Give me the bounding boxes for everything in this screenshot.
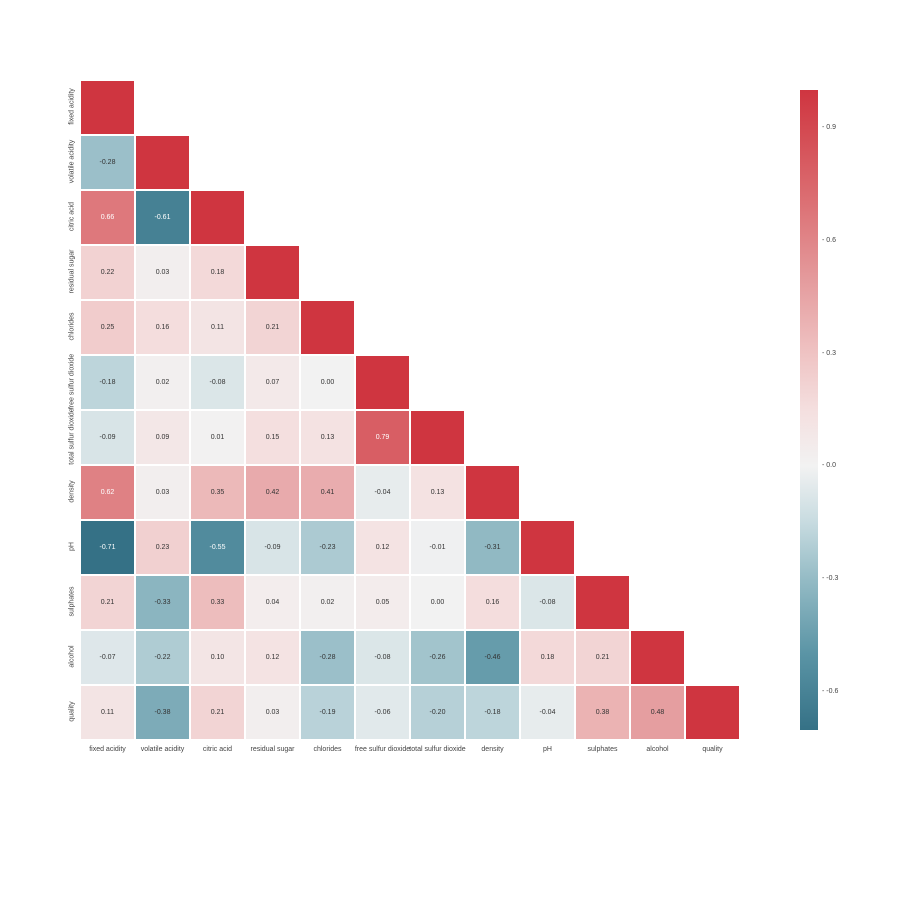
heatmap-cell: 0.11 [190,300,245,355]
heatmap-cell: -0.01 [410,520,465,575]
heatmap-cell [630,630,685,685]
heatmap-cell [575,575,630,630]
heatmap-cell: 0.35 [190,465,245,520]
heatmap-cell: 0.13 [300,410,355,465]
heatmap-cell: -0.26 [410,630,465,685]
heatmap-cell: -0.07 [80,630,135,685]
heatmap-cell: 0.01 [190,410,245,465]
heatmap-cell: -0.55 [190,520,245,575]
heatmap-cell [135,135,190,190]
heatmap-cell: -0.08 [355,630,410,685]
heatmap-cell: 0.66 [80,190,135,245]
heatmap-cell: 0.23 [135,520,190,575]
heatmap-cell [245,245,300,300]
heatmap-cell: -0.71 [80,520,135,575]
heatmap-cell: -0.38 [135,685,190,740]
heatmap-cell: 0.10 [190,630,245,685]
heatmap-cell: 0.38 [575,685,630,740]
heatmap-cell: -0.31 [465,520,520,575]
heatmap-cell: -0.08 [520,575,575,630]
heatmap-cell [465,465,520,520]
heatmap-cell: 0.62 [80,465,135,520]
correlation-heatmap: -0.280.66-0.610.220.030.180.250.160.110.… [80,80,740,740]
heatmap-cell [410,410,465,465]
heatmap-cell: -0.18 [465,685,520,740]
heatmap-cell: -0.28 [80,135,135,190]
colorbar: - -0.6- -0.3- 0.0- 0.3- 0.6- 0.9 [800,90,818,730]
heatmap-cell: -0.18 [80,355,135,410]
heatmap-cell: 0.02 [300,575,355,630]
heatmap-cell: 0.03 [135,465,190,520]
heatmap-cell: 0.00 [410,575,465,630]
heatmap-cell: 0.03 [135,245,190,300]
heatmap-cell: -0.09 [80,410,135,465]
heatmap-cell: -0.04 [520,685,575,740]
heatmap-cell: 0.05 [355,575,410,630]
heatmap-cell: 0.25 [80,300,135,355]
colorbar-tick: - -0.3 [822,575,838,582]
heatmap-cell [80,80,135,135]
heatmap-cell [685,685,740,740]
heatmap-cell: 0.21 [190,685,245,740]
heatmap-cell: 0.07 [245,355,300,410]
heatmap-cell: 0.04 [245,575,300,630]
heatmap-cell: -0.09 [245,520,300,575]
heatmap-cell: -0.04 [355,465,410,520]
heatmap-cell: 0.16 [135,300,190,355]
heatmap-cell: -0.61 [135,190,190,245]
heatmap-cell: 0.13 [410,465,465,520]
heatmap-cell: -0.28 [300,630,355,685]
heatmap-cell: 0.18 [520,630,575,685]
heatmap-cell: 0.21 [80,575,135,630]
heatmap-cell: 0.21 [245,300,300,355]
heatmap-cell: 0.18 [190,245,245,300]
heatmap-cell: 0.03 [245,685,300,740]
heatmap-cell: 0.42 [245,465,300,520]
heatmap-cell: 0.12 [245,630,300,685]
heatmap-cell: 0.33 [190,575,245,630]
heatmap-cell: -0.19 [300,685,355,740]
heatmap-cell: -0.06 [355,685,410,740]
heatmap-cell: -0.20 [410,685,465,740]
heatmap-cell: 0.15 [245,410,300,465]
x-axis-label: quality [673,746,753,753]
colorbar-tick: - 0.6 [822,237,836,244]
heatmap-cell: -0.23 [300,520,355,575]
heatmap-cell [355,355,410,410]
heatmap-cell [300,300,355,355]
heatmap-cell: 0.00 [300,355,355,410]
heatmap-cell: 0.02 [135,355,190,410]
heatmap-cell [190,190,245,245]
heatmap-cell: 0.21 [575,630,630,685]
heatmap-cell: 0.79 [355,410,410,465]
heatmap-cell: -0.08 [190,355,245,410]
heatmap-cell: 0.41 [300,465,355,520]
colorbar-tick: - 0.9 [822,124,836,131]
colorbar-tick: - -0.6 [822,688,838,695]
heatmap-cell [520,520,575,575]
heatmap-cell: 0.22 [80,245,135,300]
heatmap-cell: -0.22 [135,630,190,685]
heatmap-cell: -0.33 [135,575,190,630]
y-axis-label: quality [69,671,76,751]
heatmap-cell: 0.16 [465,575,520,630]
heatmap-cell: 0.09 [135,410,190,465]
heatmap-cell: 0.12 [355,520,410,575]
colorbar-tick: - 0.3 [822,350,836,357]
heatmap-cell: -0.46 [465,630,520,685]
colorbar-tick: - 0.0 [822,462,836,469]
heatmap-cell: 0.11 [80,685,135,740]
heatmap-cell: 0.48 [630,685,685,740]
